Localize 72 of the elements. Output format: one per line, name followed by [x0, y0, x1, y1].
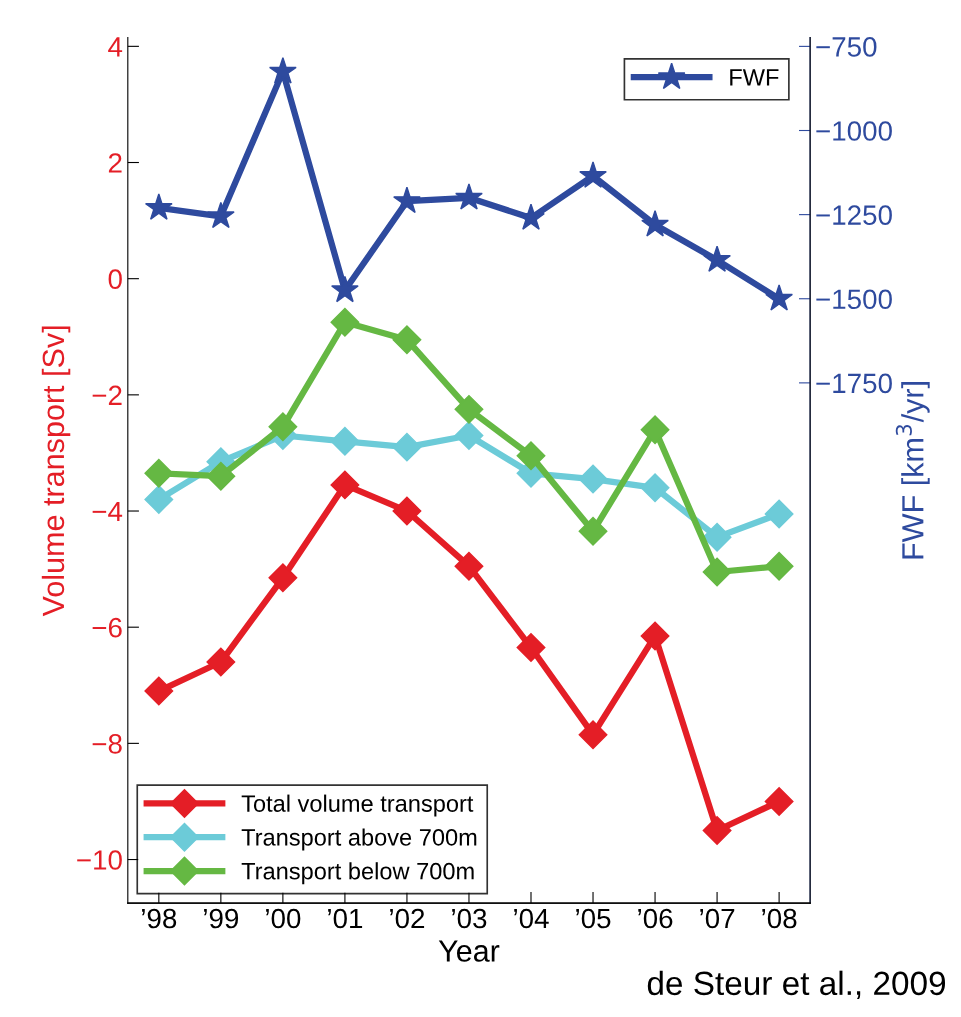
point	[764, 551, 794, 581]
point	[206, 647, 236, 677]
point	[268, 57, 297, 84]
point	[516, 441, 546, 471]
y2-tick-label: −1750	[816, 373, 892, 394]
point	[764, 499, 794, 529]
x-tick-label: ’99	[204, 908, 239, 929]
point	[392, 325, 422, 355]
point	[454, 421, 484, 450]
point	[578, 720, 608, 750]
point	[454, 551, 484, 581]
x-tick-label: ’03	[452, 908, 487, 929]
point	[516, 633, 546, 662]
x-tick-label: ’01	[328, 908, 363, 929]
point	[144, 676, 174, 706]
point	[702, 816, 732, 845]
y-tick-label: −6	[92, 617, 122, 638]
point	[206, 461, 236, 491]
x-tick-label: ’05	[576, 908, 611, 929]
point	[579, 161, 607, 188]
point	[765, 284, 794, 311]
y2-tick-label: −1250	[816, 205, 892, 225]
point	[144, 484, 174, 514]
x-tick-label: ’98	[142, 908, 177, 929]
point	[578, 464, 608, 494]
y-tick-label: −2	[92, 385, 122, 405]
point	[268, 412, 298, 442]
point	[330, 426, 360, 456]
point	[703, 245, 731, 272]
point	[454, 394, 484, 424]
point	[330, 307, 360, 337]
legend-label: FWF	[730, 69, 779, 86]
x-tick-label: ’07	[700, 908, 735, 929]
point	[640, 621, 670, 651]
x-axis-title: Year	[438, 940, 500, 962]
y-tick-label: −8	[92, 734, 122, 754]
point	[206, 201, 235, 229]
point	[641, 210, 669, 237]
point	[393, 186, 421, 214]
point	[392, 496, 422, 526]
y-tick-label: 4	[108, 37, 123, 57]
x-tick-label: ’06	[638, 908, 673, 929]
y2-axis-title: FWF [km$^{3}$/yr]	[895, 382, 930, 559]
y2-tick-label: −750	[816, 37, 877, 57]
x-tick-label: ’04	[514, 908, 549, 929]
y-tick-label: 2	[108, 153, 122, 173]
point	[702, 557, 732, 587]
point	[578, 516, 608, 546]
x-tick-label: ’02	[390, 908, 425, 929]
legend-label: Transport above 700m	[241, 828, 477, 851]
y2-tick-label: −1000	[816, 121, 892, 141]
point	[392, 432, 422, 462]
point	[144, 193, 173, 220]
point	[702, 522, 732, 552]
point	[764, 787, 794, 816]
point	[330, 470, 360, 500]
point	[144, 458, 174, 488]
y2-tick-label: −1500	[816, 289, 892, 310]
x-tick-label: ’00	[266, 908, 301, 929]
y-tick-label: −4	[92, 501, 123, 522]
x-tick-label: ’08	[762, 908, 797, 929]
y-tick-label: −10	[77, 850, 122, 870]
point	[268, 563, 298, 593]
point	[640, 415, 670, 445]
legend-label: Transport below 700m	[241, 862, 474, 885]
point	[455, 183, 483, 210]
text: de Steur et al., 2009	[647, 970, 946, 1000]
point	[331, 275, 359, 303]
y-tick-label: 0	[108, 269, 122, 290]
legend-label: Total volume transport	[241, 794, 474, 817]
point	[640, 473, 670, 503]
y-axis-title: Volume transport [Sv]	[41, 326, 71, 617]
